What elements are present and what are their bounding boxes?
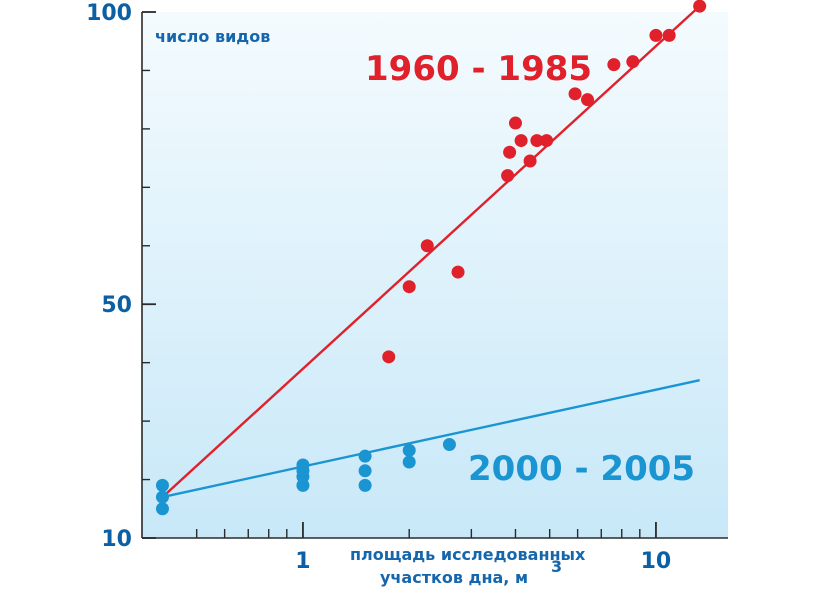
plot-background <box>142 12 728 538</box>
data-point-series-1 <box>530 134 544 148</box>
data-point-series-2 <box>358 449 372 463</box>
data-point-series-1 <box>523 154 537 168</box>
y-tick-label: 10 <box>101 527 132 552</box>
fit-line-series-1 <box>161 5 701 498</box>
data-point-series-1 <box>508 116 522 130</box>
data-point-series-2 <box>402 443 416 457</box>
data-point-series-2 <box>296 458 310 472</box>
data-point-series-1 <box>402 280 416 294</box>
data-point-series-2 <box>358 478 372 492</box>
data-points <box>155 0 707 516</box>
y-tick-label: 50 <box>101 293 132 318</box>
data-point-series-1 <box>693 0 707 13</box>
data-point-series-1 <box>540 134 554 148</box>
data-point-series-2 <box>442 437 456 451</box>
data-point-series-1 <box>649 28 663 42</box>
data-point-series-1 <box>626 55 640 69</box>
y-tick-label: 100 <box>86 1 132 26</box>
x-tick-label: 1 <box>295 549 310 574</box>
data-point-series-2 <box>402 455 416 469</box>
data-point-series-1 <box>503 145 517 159</box>
fit-lines <box>161 5 701 499</box>
y-axis-title: число видов <box>155 27 270 46</box>
tick-labels: 10 50 100 1 10 <box>86 1 671 574</box>
data-point-series-1 <box>607 58 621 72</box>
data-point-series-1 <box>420 239 434 253</box>
fit-line-series-2 <box>162 379 700 499</box>
data-point-series-1 <box>501 169 515 183</box>
data-point-series-2 <box>155 478 169 492</box>
major-ticks <box>142 11 657 539</box>
data-point-series-1 <box>382 350 396 364</box>
series-label-2000-2005: 2000 - 2005 <box>468 449 695 489</box>
data-point-series-2 <box>155 502 169 516</box>
data-point-series-1 <box>514 134 528 148</box>
minor-ticks <box>142 69 641 538</box>
data-point-series-1 <box>581 93 595 107</box>
x-axis-title-line2: участков дна, м <box>380 568 528 587</box>
data-point-series-1 <box>568 87 582 101</box>
data-point-series-1 <box>662 28 676 42</box>
data-point-series-2 <box>358 464 372 478</box>
data-point-series-1 <box>451 265 465 279</box>
x-tick-label: 10 <box>641 549 672 574</box>
data-point-series-2 <box>155 490 169 504</box>
x-axis-title-superscript: 3 <box>551 557 562 576</box>
x-axis-title-line1: площадь исследованных <box>350 545 586 564</box>
series-label-1960-1985: 1960 - 1985 <box>365 49 592 89</box>
